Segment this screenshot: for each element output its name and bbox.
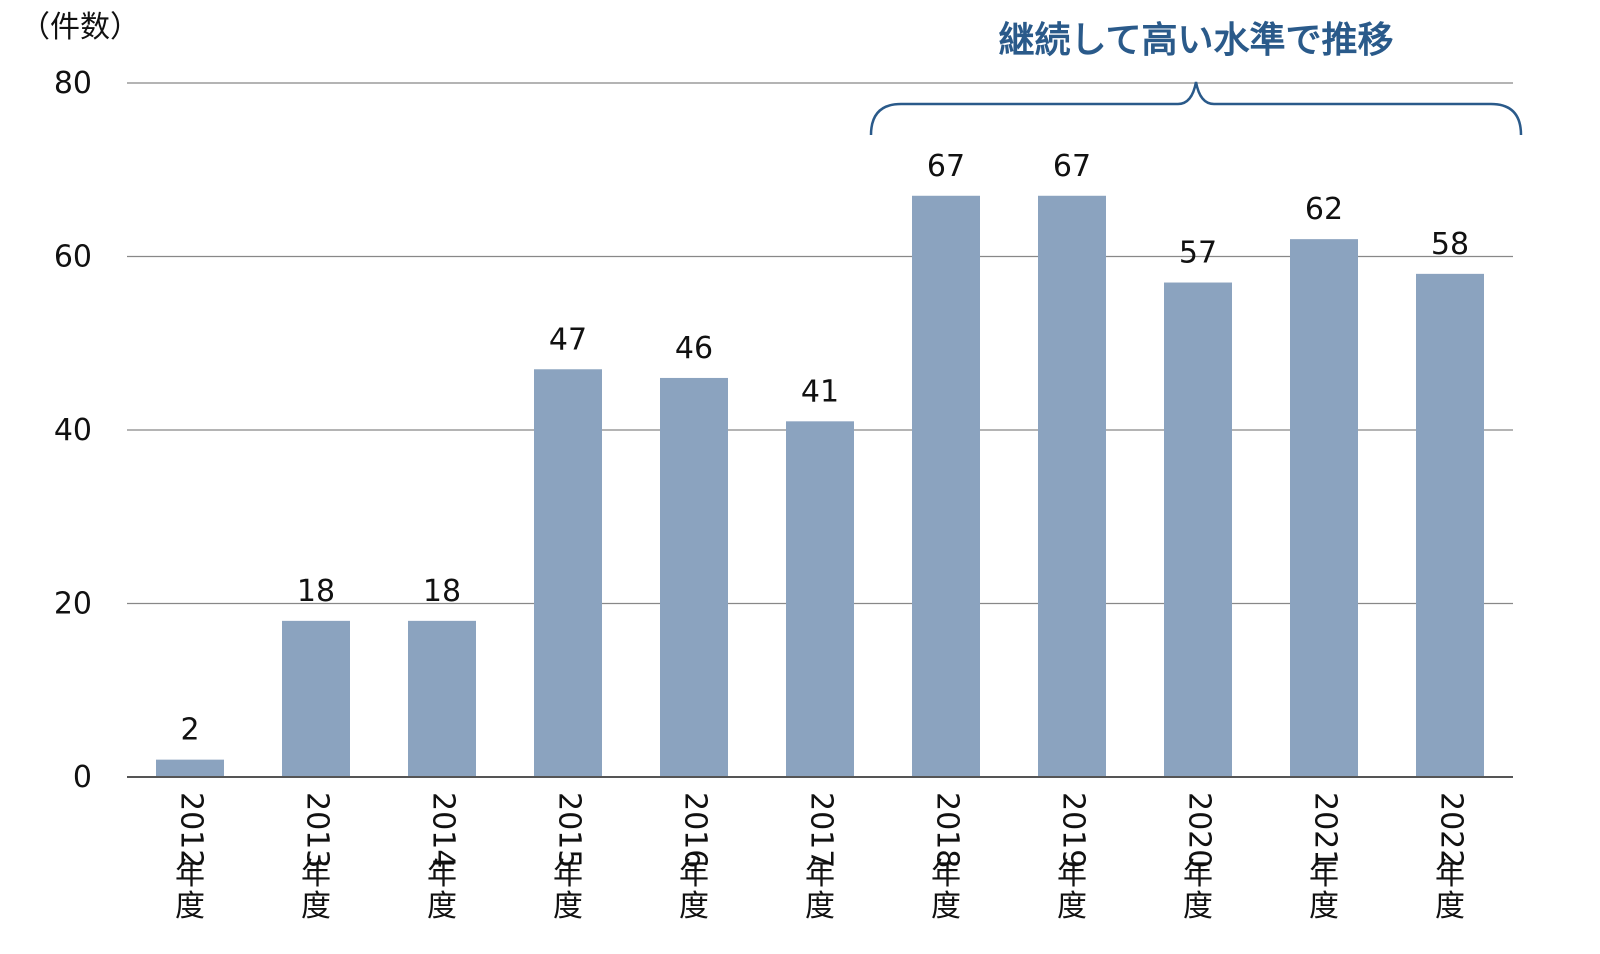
svg-text:度: 度 (931, 889, 961, 924)
bar-2022年度 (1416, 273, 1484, 777)
svg-text:年: 年 (1435, 857, 1465, 892)
bar-2013年度 (282, 620, 350, 777)
bars (156, 195, 1484, 777)
y-axis-ticks: 0 20 40 60 80 (54, 66, 92, 795)
svg-text:2016: 2016 (678, 792, 713, 868)
data-label-2021年度: 62 (1305, 192, 1343, 227)
data-label-2022年度: 58 (1431, 227, 1469, 262)
svg-text:2012: 2012 (174, 792, 209, 868)
svg-text:2019: 2019 (1056, 792, 1091, 868)
svg-text:2017: 2017 (804, 792, 839, 868)
svg-text:度: 度 (1309, 889, 1339, 924)
y-axis-label: （件数） (20, 10, 140, 45)
svg-text:度: 度 (1435, 889, 1465, 924)
svg-text:年: 年 (553, 857, 583, 892)
y-tick-60: 60 (54, 240, 92, 275)
annotation-text: 継続して高い水準で推移 (999, 20, 1394, 61)
svg-text:度: 度 (175, 889, 205, 924)
svg-text:年: 年 (1057, 857, 1087, 892)
svg-text:2021: 2021 (1308, 792, 1343, 868)
data-label-2016年度: 46 (675, 331, 713, 366)
svg-text:年: 年 (175, 857, 205, 892)
svg-text:年: 年 (1183, 857, 1213, 892)
data-label-2012年度: 2 (180, 713, 199, 748)
bar-2012年度 (156, 759, 224, 777)
svg-text:2015: 2015 (552, 792, 587, 868)
svg-text:2013: 2013 (300, 792, 335, 868)
data-label-2020年度: 57 (1179, 236, 1217, 271)
annotation-brace (869, 81, 1523, 136)
bar-2019年度 (1038, 195, 1106, 777)
data-label-2013年度: 18 (297, 574, 335, 609)
svg-text:年: 年 (1309, 857, 1339, 892)
svg-text:度: 度 (1183, 889, 1213, 924)
svg-text:年: 年 (931, 857, 961, 892)
svg-text:年: 年 (805, 857, 835, 892)
svg-text:2014: 2014 (426, 792, 461, 868)
y-tick-0: 0 (73, 760, 92, 795)
svg-text:度: 度 (1057, 889, 1087, 924)
bar-2015年度 (534, 369, 602, 777)
svg-text:2018: 2018 (930, 792, 965, 868)
data-label-2015年度: 47 (549, 322, 587, 357)
y-tick-80: 80 (54, 66, 92, 101)
svg-text:度: 度 (427, 889, 457, 924)
y-tick-40: 40 (54, 413, 92, 448)
bar-2021年度 (1290, 239, 1358, 777)
svg-text:度: 度 (805, 889, 835, 924)
svg-text:年: 年 (679, 857, 709, 892)
svg-text:度: 度 (553, 889, 583, 924)
bar-2014年度 (408, 620, 476, 777)
x-axis-ticks: 2012年度2013年度2014年度2015年度2016年度2017年度2018… (174, 792, 1469, 924)
bar-2020年度 (1164, 282, 1232, 777)
svg-text:年: 年 (301, 857, 331, 892)
bar-2017年度 (786, 421, 854, 777)
data-label-2014年度: 18 (423, 574, 461, 609)
data-labels: 2 18 18 47 46 41 67 67 57 62 58 (180, 149, 1469, 748)
data-label-2017年度: 41 (801, 374, 839, 409)
svg-text:2020: 2020 (1182, 792, 1217, 868)
bar-2018年度 (912, 195, 980, 777)
y-tick-20: 20 (54, 587, 92, 622)
svg-text:度: 度 (301, 889, 331, 924)
data-label-2019年度: 67 (1053, 149, 1091, 184)
svg-text:2022: 2022 (1434, 792, 1469, 868)
svg-text:年: 年 (427, 857, 457, 892)
bar-2016年度 (660, 377, 728, 777)
svg-text:度: 度 (679, 889, 709, 924)
data-label-2018年度: 67 (927, 149, 965, 184)
